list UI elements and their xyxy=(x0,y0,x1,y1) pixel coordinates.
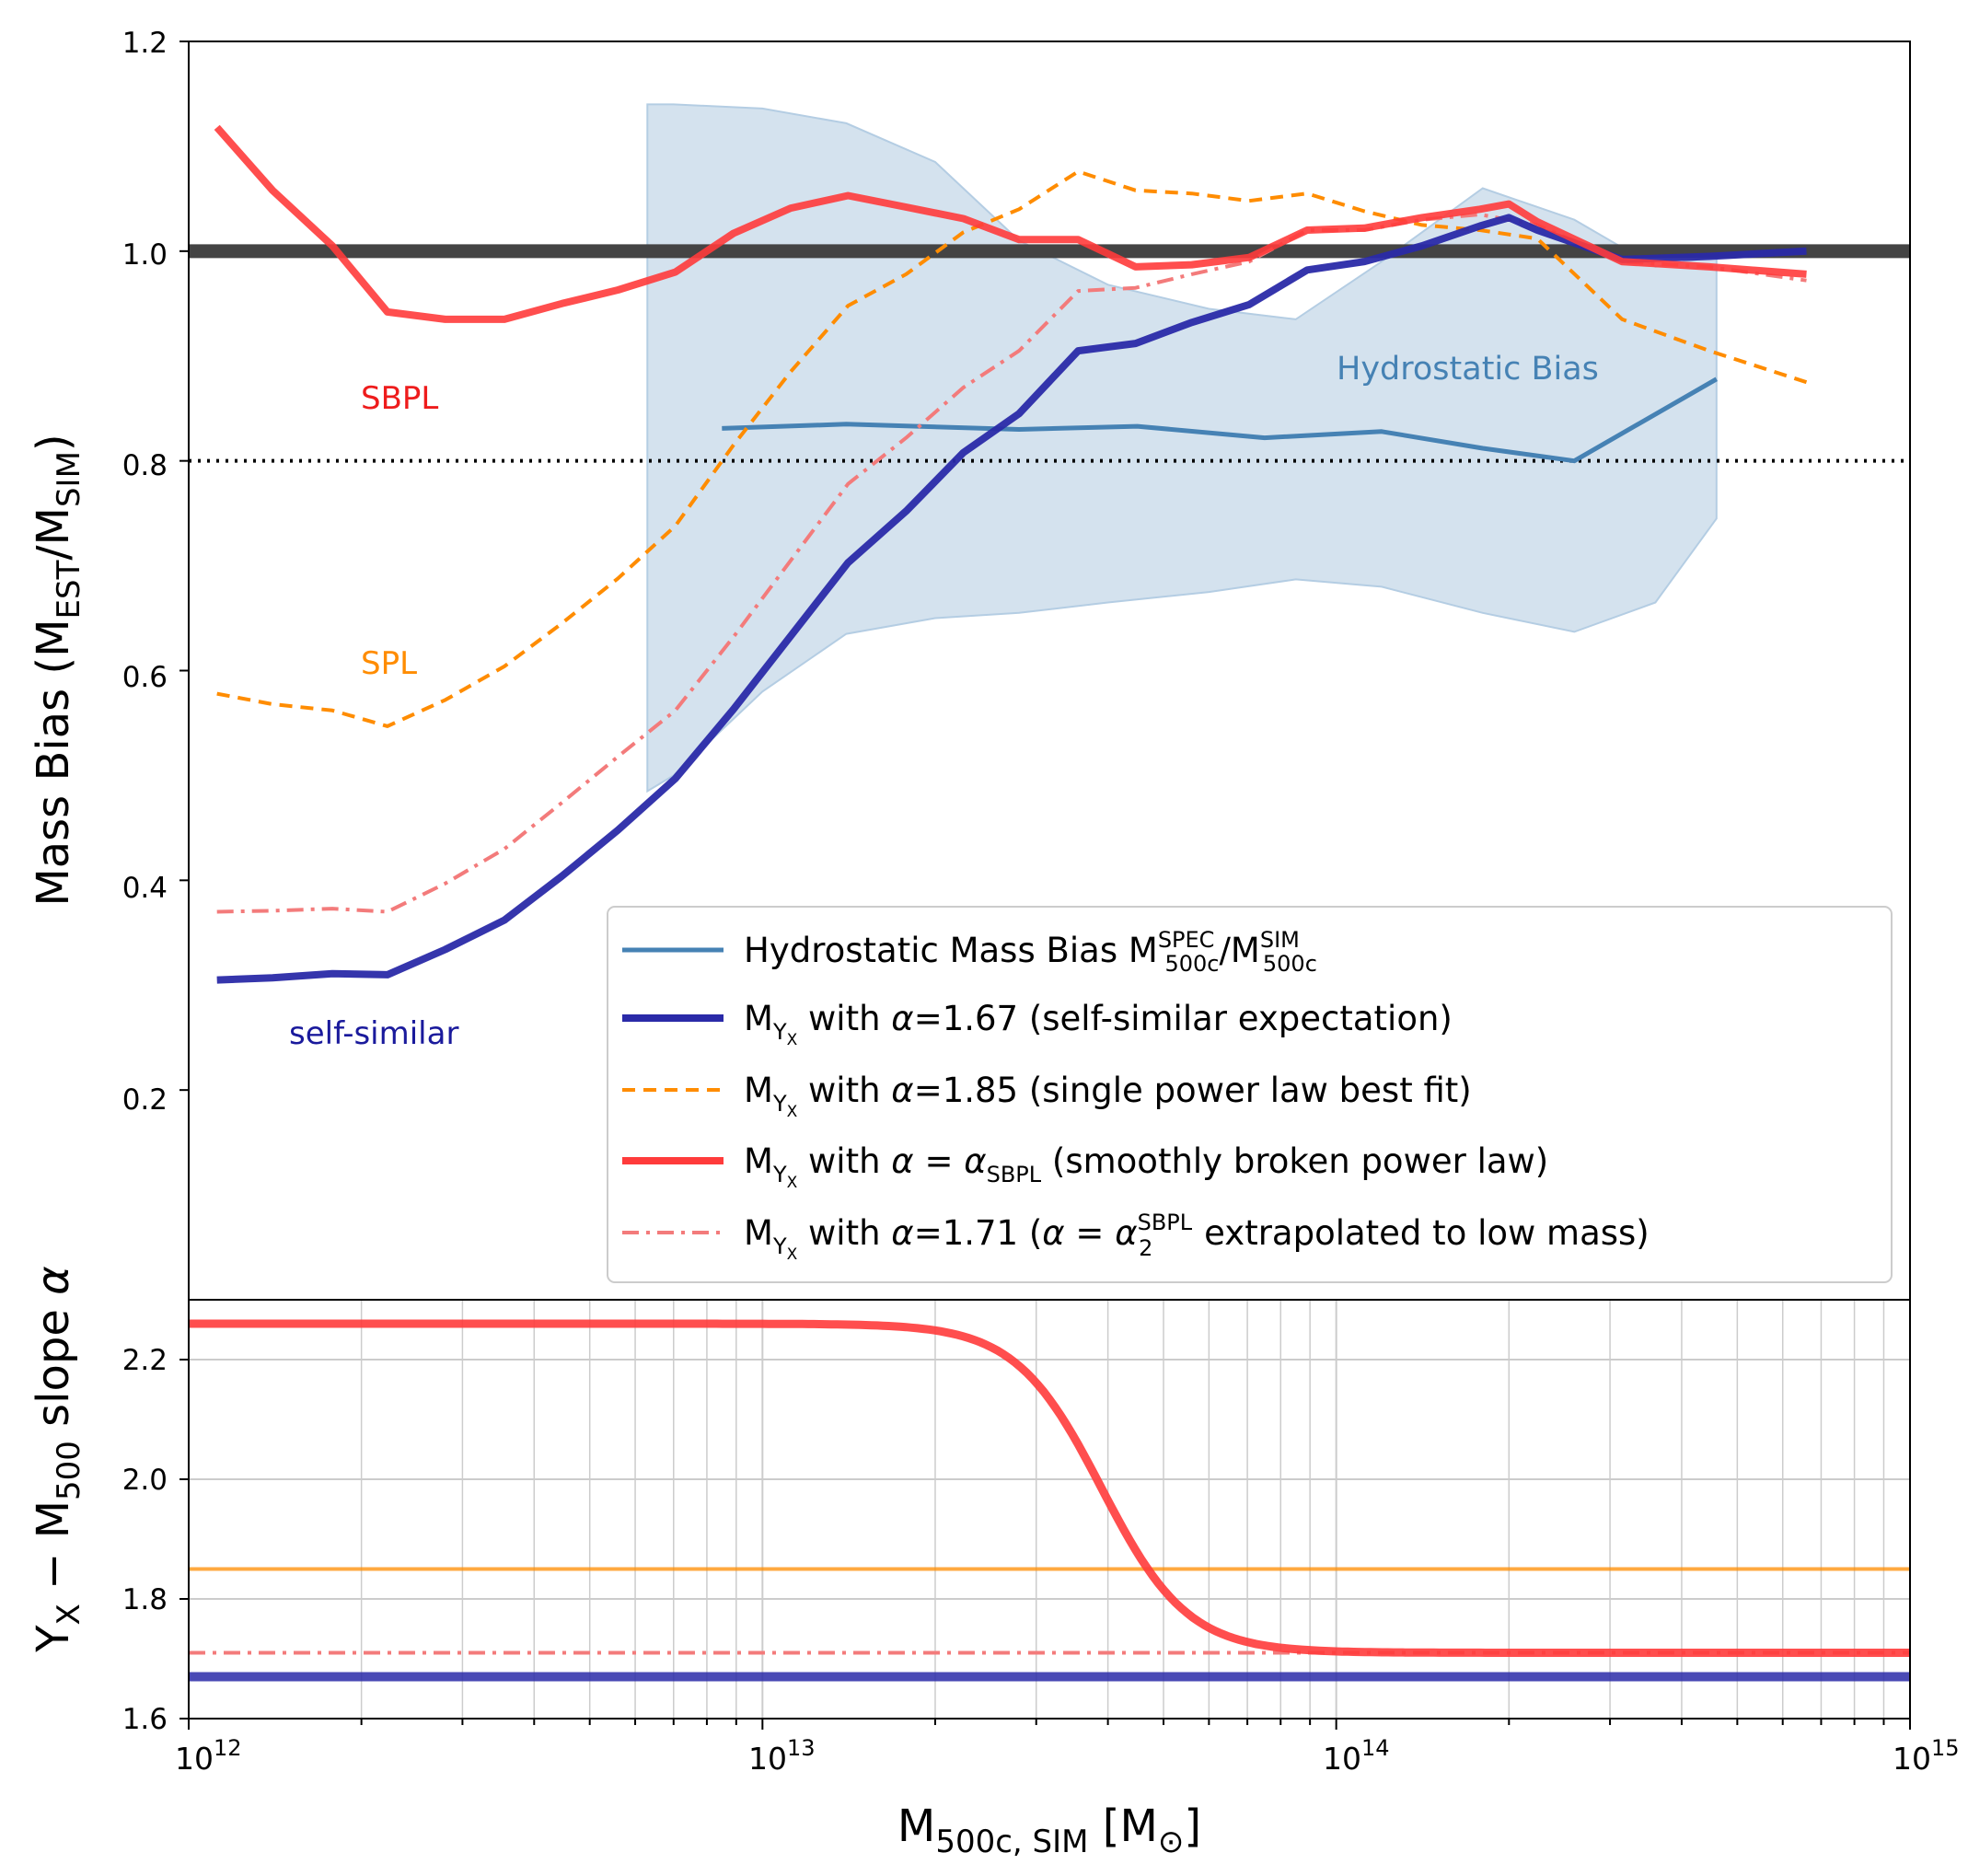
legend-label-hydrostatic: Hydrostatic Mass Bias MSPEC 500c/MSIM 500c xyxy=(744,927,1317,977)
legend-label-sbpl: MYX with α = αSBPL (smoothly broken powe… xyxy=(744,1141,1548,1192)
y-tick-label: 2.2 xyxy=(122,1344,168,1377)
bottom-axes-frame xyxy=(188,1299,1911,1720)
series-hydrostatic-mass-bias xyxy=(722,376,1719,464)
sbpl-annotation: SBPL xyxy=(361,380,438,417)
y-tick-label: 0.2 xyxy=(122,1083,168,1117)
legend-label-sbpl-extrapolated: MYX with α=1.71 (α = αSBPL 2 extrapolated… xyxy=(744,1210,1650,1264)
bottom-series-group xyxy=(189,1319,1910,1682)
top-series-group xyxy=(214,124,1808,984)
legend-label-self-similar: MYX with α=1.67 (self-similar expectatio… xyxy=(744,999,1453,1049)
legend-label-spl: MYX with α=1.85 (single power law best f… xyxy=(744,1071,1472,1121)
y-tick-label: 1.2 xyxy=(122,27,168,60)
ticks xyxy=(179,41,1911,1730)
hydrostatic-bias-annotation: Hydrostatic Bias xyxy=(1337,351,1599,388)
y-tick-label: 1.8 xyxy=(122,1583,168,1616)
self-similar-annotation: self-similar xyxy=(289,1015,458,1052)
legend-swatches xyxy=(622,947,724,1234)
legend-box xyxy=(607,906,1893,1283)
hydrostatic-bias-band xyxy=(646,103,1718,793)
x-tick-label: 1012 xyxy=(175,1735,242,1777)
series-sbpl-extrapolated-alpha-1-71 xyxy=(216,213,1807,914)
series-spl-alpha-1-85 xyxy=(216,169,1808,728)
y-tick-label: 2.0 xyxy=(122,1464,168,1497)
bottom-y-axis-label: YX − M500 slope α xyxy=(28,1266,87,1653)
spl-annotation: SPL xyxy=(361,645,417,682)
y-tick-label: 0.8 xyxy=(122,449,168,482)
series-self-similar-alpha-1-67 xyxy=(216,214,1807,984)
x-tick-label: 1013 xyxy=(748,1735,816,1777)
y-tick-label: 1.0 xyxy=(122,238,168,272)
x-tick-label: 1014 xyxy=(1323,1735,1390,1777)
series-sbpl xyxy=(214,124,1807,323)
y-tick-label: 0.6 xyxy=(122,661,168,694)
x-axis-label: M500c, SIM [M⊙] xyxy=(897,1801,1201,1860)
top-y-axis-label: Mass Bias (MEST/MSIM) xyxy=(28,434,87,906)
y-tick-label: 0.4 xyxy=(122,872,168,905)
x-tick-label: 1015 xyxy=(1893,1735,1960,1777)
slope-sbpl-slope xyxy=(189,1319,1910,1657)
legend: Hydrostatic Mass Bias MSPEC 500c/MSIM 500c… xyxy=(607,906,1893,1283)
y-tick-label: 1.6 xyxy=(122,1703,168,1736)
